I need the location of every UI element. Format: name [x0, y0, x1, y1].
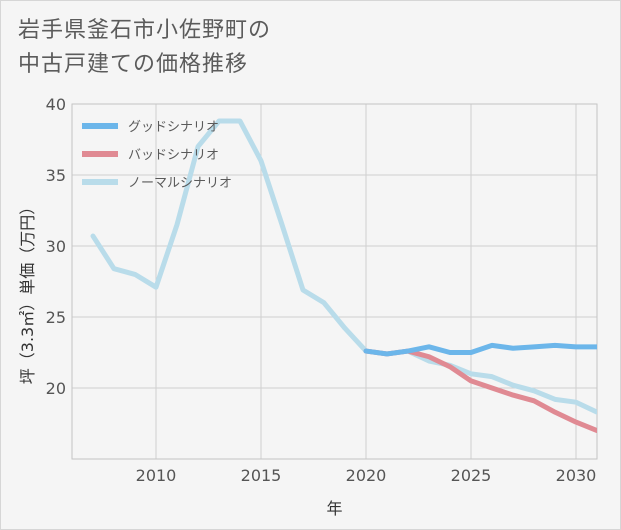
x-tick-label: 2010 — [136, 466, 177, 485]
legend-label: ノーマルシナリオ — [128, 176, 232, 191]
chart-title-line-2: 中古戸建ての価格推移 — [18, 52, 249, 77]
y-tick-label: 35 — [46, 166, 66, 185]
legend-label: バッドシナリオ — [128, 148, 219, 163]
series-line-1 — [363, 348, 597, 434]
x-tick-label: 2020 — [346, 466, 387, 485]
series-line-0 — [363, 342, 597, 357]
y-axis-label: 坪（3.3㎡）単価（万円） — [18, 199, 37, 384]
x-tick-label: 2015 — [241, 466, 282, 485]
series-line-2 — [90, 118, 597, 415]
x-axis-label: 年 — [326, 499, 342, 518]
y-tick-label: 25 — [46, 308, 66, 327]
y-tick-label: 30 — [46, 237, 66, 256]
x-tick-label: 2030 — [556, 466, 597, 485]
chart-title-line-1: 岩手県釜石市小佐野町の — [18, 18, 272, 43]
chart-title: 岩手県釜石市小佐野町の 中古戸建ての価格推移 — [18, 14, 271, 82]
x-tick-label: 2025 — [451, 466, 492, 485]
legend-label: グッドシナリオ — [128, 120, 219, 135]
plot-area — [71, 103, 598, 460]
series-layer — [90, 118, 597, 434]
y-tick-label: 20 — [46, 379, 66, 398]
y-tick-label: 40 — [46, 95, 66, 114]
